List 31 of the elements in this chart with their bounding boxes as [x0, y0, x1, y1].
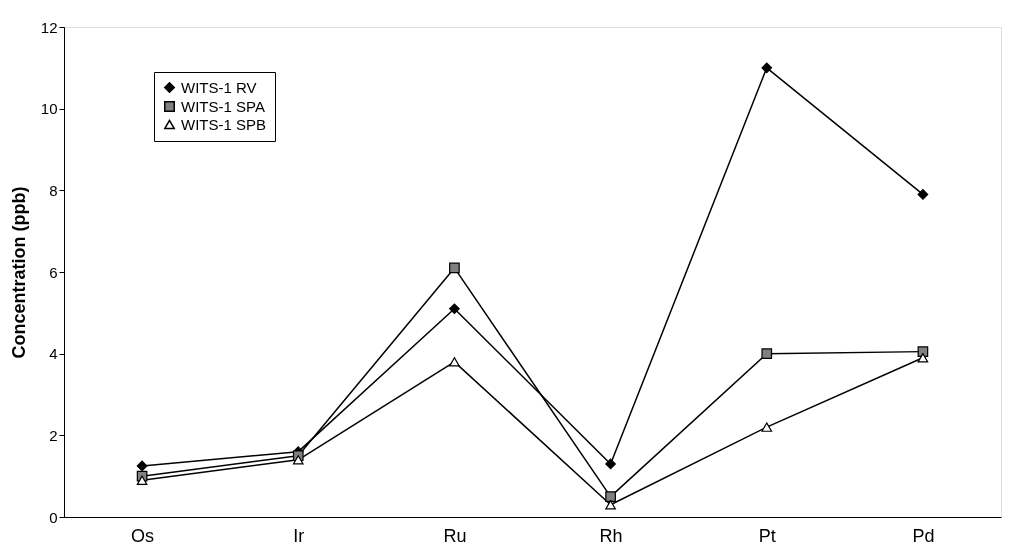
point: [136, 475, 148, 485]
y-tick-label: 6: [49, 263, 58, 281]
y-axis-title: Concentration (ppb): [8, 186, 29, 359]
point: [761, 62, 773, 74]
legend-label: WITS-1 RV: [181, 78, 257, 96]
point: [761, 348, 773, 360]
y-tick-label: 2: [49, 426, 58, 444]
x-tick-label: Ru: [443, 525, 467, 546]
legend-label: WITS-1 SPA: [181, 97, 265, 115]
point: [917, 189, 929, 200]
point: [136, 460, 148, 472]
x-tick-label: Os: [131, 525, 155, 546]
point: [449, 262, 460, 274]
x-tick-label: Pd: [912, 525, 935, 546]
point: [449, 357, 460, 367]
y-tick-label: 8: [49, 181, 58, 199]
point: [761, 422, 773, 432]
y-tick-label: 10: [40, 100, 58, 118]
point: [917, 353, 929, 363]
y-tick-label: 0: [49, 508, 58, 526]
x-tick-label: Pt: [758, 525, 776, 546]
point: [605, 458, 616, 470]
x-tick-label: Ir: [293, 525, 305, 546]
point: [605, 491, 616, 502]
y-tick-label: 12: [40, 18, 58, 36]
point: [605, 500, 616, 510]
legend-label: WITS-1 SPB: [181, 115, 267, 133]
x-tick-label: Rh: [599, 525, 623, 546]
point: [292, 455, 304, 465]
y-tick-label: 4: [49, 345, 58, 363]
point: [449, 303, 460, 315]
